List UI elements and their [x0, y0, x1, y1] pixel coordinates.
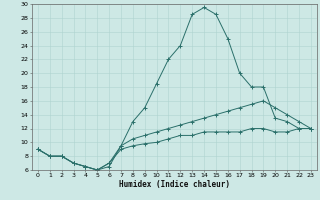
- X-axis label: Humidex (Indice chaleur): Humidex (Indice chaleur): [119, 180, 230, 189]
